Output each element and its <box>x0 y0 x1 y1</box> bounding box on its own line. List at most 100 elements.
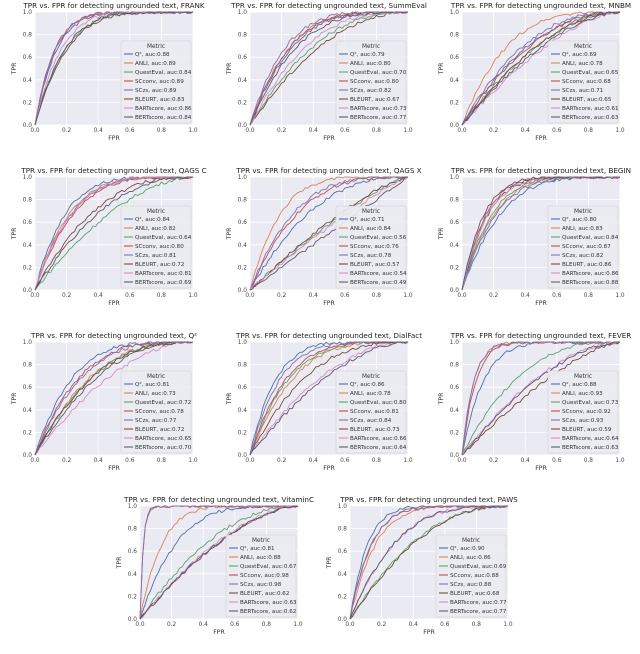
x-tick-label: 0.6 <box>125 128 135 134</box>
x-tick-label: 0.8 <box>372 458 382 464</box>
x-tick-label: 0.0 <box>457 293 467 299</box>
x-tick-label: 0.4 <box>309 458 319 464</box>
y-tick-label: 0.4 <box>128 572 138 578</box>
legend-entry: Q², auc:0.69 <box>562 51 597 58</box>
y-tick-label: 0.8 <box>450 198 460 204</box>
legend-entry: Q², auc:0.86 <box>350 381 385 388</box>
x-tick-label: 0.6 <box>552 128 562 134</box>
legend-entry: QuestEval, auc:0.65 <box>562 70 619 76</box>
x-tick-label: 0.4 <box>94 128 104 134</box>
x-tick-label: 0.8 <box>157 458 167 464</box>
chart-title: TPR vs. FPR for detecting ungrounded tex… <box>450 1 631 10</box>
series-line-scconv <box>461 11 620 126</box>
y-tick-label: 0.0 <box>450 453 460 459</box>
legend-entry: ANLI, auc:0.73 <box>135 391 176 397</box>
legend-entry: BLEURT, auc:0.67 <box>350 97 400 103</box>
y-tick-label: 1.0 <box>338 504 348 510</box>
legend-entry: BLEURT, auc:0.65 <box>562 97 612 103</box>
legend-entry: BERTscore, auc:0.77 <box>450 609 507 615</box>
x-tick-label: 0.4 <box>521 293 531 299</box>
series-line-bleurt <box>349 505 509 620</box>
x-tick-label: 0.8 <box>157 293 167 299</box>
legend-entry: QuestEval, auc:0.73 <box>562 400 619 406</box>
series-line-bartscore <box>34 341 193 456</box>
y-axis-label: TPR <box>226 62 233 76</box>
legend-entry: BERTscore, auc:0.49 <box>350 280 407 286</box>
x-tick-label: 0.2 <box>489 128 499 134</box>
x-axis-label: FPR <box>108 300 120 307</box>
y-tick-label: 0.8 <box>450 363 460 369</box>
series-line-questeval <box>34 176 193 291</box>
y-tick-label: 0.6 <box>338 549 348 555</box>
legend-entry: SCzs, auc:0.71 <box>562 88 604 94</box>
x-tick-label: 0.8 <box>262 622 272 628</box>
x-tick-label: 0.8 <box>584 128 594 134</box>
y-tick-label: 0.4 <box>238 408 248 414</box>
y-tick-label: 0.6 <box>23 385 33 391</box>
legend-entry: SCconv, auc:0.80 <box>135 244 184 250</box>
chart-title: TPR vs. FPR for detecting ungrounded tex… <box>230 1 427 10</box>
roc-panel-qags-c: TPR vs. FPR for detecting ungrounded tex… <box>5 165 207 315</box>
x-tick-label: 0.2 <box>62 458 72 464</box>
chart-title: TPR vs. FPR for detecting ungrounded tex… <box>20 166 206 175</box>
x-tick-label: 0.0 <box>135 622 145 628</box>
legend-entry: BARTscore, auc:0.65 <box>135 436 192 442</box>
x-axis-label: FPR <box>423 629 435 636</box>
y-tick-label: 0.4 <box>450 78 460 84</box>
legend-title: Metric <box>147 209 165 215</box>
x-tick-label: 0.6 <box>552 458 562 464</box>
y-tick-label: 0.8 <box>238 198 248 204</box>
roc-chart-svg: TPR vs. FPR for detecting ungrounded tex… <box>438 166 631 307</box>
series-line-bertscore <box>461 176 621 291</box>
x-tick-label: 1.0 <box>188 293 198 299</box>
y-tick-label: 0.4 <box>238 243 248 249</box>
y-tick-label: 0.2 <box>450 100 460 106</box>
series-line-sczs <box>34 341 193 456</box>
x-tick-label: 0.0 <box>457 458 467 464</box>
chart-title: TPR vs. FPR for detecting ungrounded tex… <box>123 495 314 504</box>
series-line-bleurt <box>461 11 621 126</box>
x-tick-label: 0.0 <box>245 128 255 134</box>
chart-title: TPR vs. FPR for detecting ungrounded tex… <box>450 166 631 175</box>
x-tick-label: 1.0 <box>615 128 625 134</box>
legend-entry: QuestEval, auc:0.56 <box>350 235 407 241</box>
legend-entry: QuestEval, auc:0.67 <box>240 564 297 570</box>
y-tick-label: 0.8 <box>23 198 33 204</box>
x-tick-label: 0.8 <box>372 128 382 134</box>
x-tick-label: 1.0 <box>188 458 198 464</box>
legend-entry: QuestEval, auc:0.84 <box>562 235 619 241</box>
legend-entry: BLEURT, auc:0.72 <box>135 262 184 268</box>
series-line-questeval <box>461 11 620 126</box>
x-axis-label: FPR <box>535 135 547 142</box>
y-tick-label: 1.0 <box>238 10 248 16</box>
legend-entry: SCconv, auc:0.76 <box>350 244 399 250</box>
legend-entry: SCconv, auc:0.81 <box>350 409 399 415</box>
legend-entry: BERTscore, auc:0.63 <box>562 115 619 121</box>
legend-entry: BARTscore, auc:0.64 <box>562 436 619 442</box>
roc-chart-svg: TPR vs. FPR for detecting ungrounded tex… <box>438 1 631 142</box>
legend-entry: BLEURT, auc:0.83 <box>135 97 185 103</box>
x-axis-label: FPR <box>213 629 225 636</box>
series-line-bartscore <box>249 341 408 456</box>
roc-panel-summeval: TPR vs. FPR for detecting ungrounded tex… <box>220 0 427 150</box>
y-tick-label: 0.2 <box>338 594 348 600</box>
series-line-bertscore <box>34 176 193 291</box>
y-tick-label: 0.8 <box>238 33 248 39</box>
legend-entry: SCconv, auc:0.92 <box>562 409 611 415</box>
x-axis-label: FPR <box>323 465 335 472</box>
series-line-bartscore <box>139 505 298 620</box>
legend-entry: SCzs, auc:0.98 <box>240 582 282 588</box>
x-tick-label: 0.6 <box>440 622 450 628</box>
legend-title: Metric <box>574 209 592 215</box>
y-tick-label: 0.6 <box>23 220 33 226</box>
roc-chart-svg: TPR vs. FPR for detecting ungrounded tex… <box>11 1 205 142</box>
y-tick-label: 0.2 <box>450 265 460 271</box>
legend-entry: SCzs, auc:0.84 <box>350 418 392 424</box>
legend-entry: SCzs, auc:0.82 <box>350 88 391 94</box>
legend-entry: BARTscore, auc:0.66 <box>350 436 407 442</box>
y-tick-label: 0.4 <box>23 408 33 414</box>
series-line-bertscore <box>139 505 298 620</box>
